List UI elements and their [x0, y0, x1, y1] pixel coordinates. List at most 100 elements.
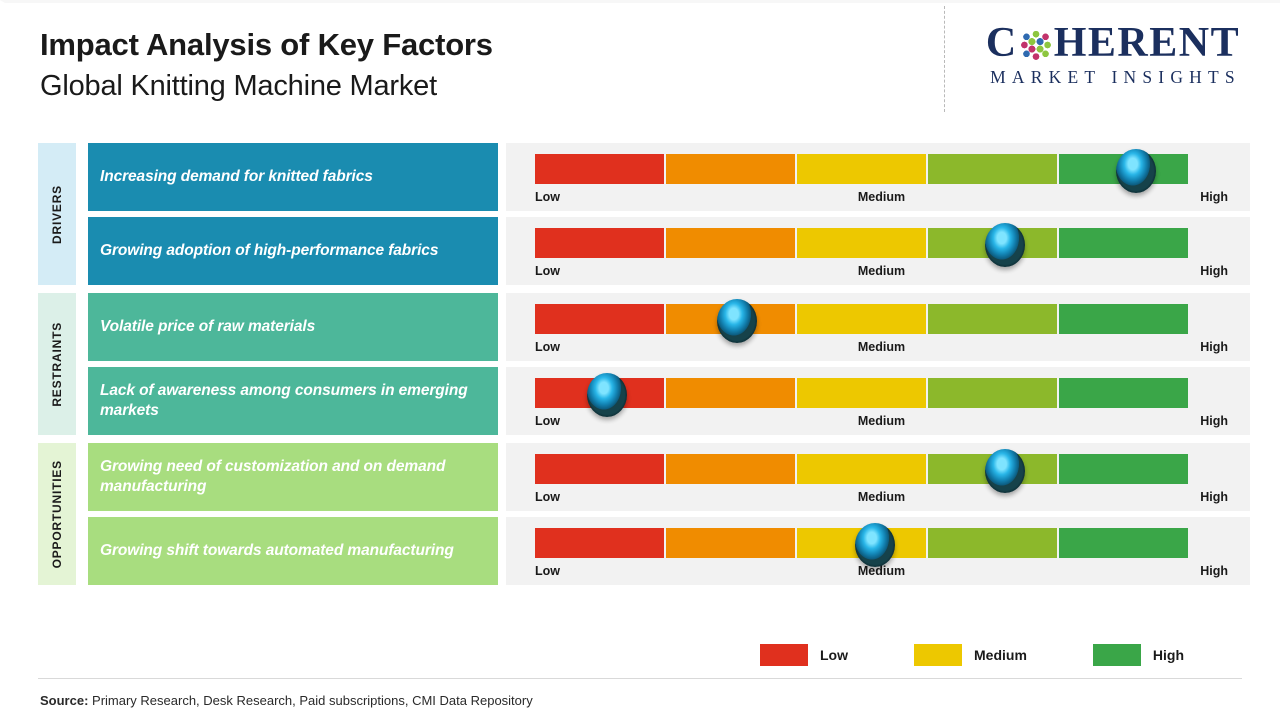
factor-box: Lack of awareness among consumers in eme…: [88, 367, 498, 435]
gauge-segment-low: [535, 528, 664, 558]
source-text: Primary Research, Desk Research, Paid su…: [88, 693, 533, 708]
scale-label-medium: Medium: [857, 564, 906, 578]
category-label-drivers: DRIVERS: [38, 143, 76, 285]
gauge-scale: Low Medium High: [535, 414, 1228, 428]
impact-matrix: DRIVERS Increasing demand for knitted fa…: [38, 143, 1250, 585]
gauge-segment-low-medium: [666, 228, 795, 258]
gauge-segment-medium: [797, 228, 926, 258]
category-label-text: OPPORTUNITIES: [50, 459, 64, 569]
factor-row: Increasing demand for knitted fabrics Lo…: [88, 143, 1250, 211]
gauge-bar: [535, 223, 1188, 267]
scale-label-low: Low: [535, 490, 560, 504]
legend-item-medium: Medium: [914, 644, 1027, 666]
factor-row: Growing shift towards automated manufact…: [88, 517, 1250, 585]
impact-marker[interactable]: [1115, 149, 1156, 193]
gauge-segment-low: [535, 154, 664, 184]
scale-label-high: High: [1200, 190, 1228, 204]
source-note: Source: Primary Research, Desk Research,…: [40, 693, 533, 708]
scale-label-medium: Medium: [857, 264, 906, 278]
gauge-scale: Low Medium High: [535, 340, 1228, 354]
scale-label-medium: Medium: [857, 340, 906, 354]
gauge-scale: Low Medium High: [535, 264, 1228, 278]
gauge-bar: [535, 523, 1188, 567]
gauge-segment-low-medium: [666, 454, 795, 484]
legend-swatch-high: [1092, 644, 1141, 666]
gauge-bar: [535, 373, 1188, 417]
factor-box: Increasing demand for knitted fabrics: [88, 143, 498, 211]
impact-marker[interactable]: [717, 299, 758, 343]
legend-item-high: High: [1092, 644, 1184, 666]
gauge-bar: [535, 449, 1188, 493]
factor-box: Growing adoption of high-performance fab…: [88, 217, 498, 285]
gauge-segment-high: [1059, 378, 1188, 408]
header: Impact Analysis of Key Factors Global Kn…: [40, 27, 493, 104]
impact-gauge: Low Medium High: [506, 367, 1250, 435]
factor-row: Lack of awareness among consumers in eme…: [88, 367, 1250, 435]
factor-box: Volatile price of raw materials: [88, 293, 498, 361]
gauge-segment-medium-high: [928, 154, 1057, 184]
impact-marker[interactable]: [985, 449, 1026, 493]
impact-gauge: Low Medium High: [506, 443, 1250, 511]
gauge-bar: [535, 149, 1188, 193]
gauge-segment-medium: [797, 154, 926, 184]
logo-letter-c: C: [985, 20, 1018, 66]
factor-row: Growing adoption of high-performance fab…: [88, 217, 1250, 285]
legend-label-medium: Medium: [974, 647, 1027, 663]
factor-box: Growing need of customization and on dem…: [88, 443, 498, 511]
scale-label-medium: Medium: [857, 190, 906, 204]
category-label-restraints: RESTRAINTS: [38, 293, 76, 435]
gauge-segment-low-medium: [666, 528, 795, 558]
category-group-opportunities: OPPORTUNITIES Growing need of customizat…: [38, 443, 1250, 585]
gauge-bar: [535, 299, 1188, 343]
legend-swatch-low: [760, 644, 808, 666]
gauge-scale: Low Medium High: [535, 190, 1228, 204]
logo-letters-herent: HERENT: [1053, 20, 1241, 66]
impact-gauge: Low Medium High: [506, 217, 1250, 285]
gauge-segment-high: [1059, 228, 1188, 258]
gauge-segment-high: [1059, 454, 1188, 484]
logo-divider: [944, 6, 945, 112]
gauge-segment-high: [1059, 528, 1188, 558]
factor-row: Growing need of customization and on dem…: [88, 443, 1250, 511]
gauge-segment-low-medium: [666, 154, 795, 184]
scale-label-high: High: [1200, 264, 1228, 278]
gauge-segment-high: [1059, 304, 1188, 334]
gauge-segment-medium-high: [928, 304, 1057, 334]
category-group-restraints: RESTRAINTS Volatile price of raw materia…: [38, 293, 1250, 435]
category-group-drivers: DRIVERS Increasing demand for knitted fa…: [38, 143, 1250, 285]
gauge-scale: Low Medium High: [535, 490, 1228, 504]
gauge-segment-low: [535, 454, 664, 484]
gauge-segment-medium-high: [928, 378, 1057, 408]
gauge-segment-medium: [797, 304, 926, 334]
impact-gauge: Low Medium High: [506, 143, 1250, 211]
scale-label-low: Low: [535, 414, 560, 428]
scale-label-high: High: [1200, 414, 1228, 428]
legend-label-high: High: [1152, 647, 1184, 663]
gauge-segment-medium: [797, 454, 926, 484]
factor-row: Volatile price of raw materials Low Medi…: [88, 293, 1250, 361]
impact-marker[interactable]: [854, 523, 895, 567]
legend: Low Medium High: [760, 644, 1184, 666]
category-label-text: DRIVERS: [50, 184, 64, 244]
legend-item-low: Low: [760, 644, 848, 666]
category-label-text: RESTRAINTS: [50, 321, 64, 407]
scale-label-high: High: [1200, 490, 1228, 504]
page-subtitle: Global Knitting Machine Market: [40, 69, 437, 102]
category-label-opportunities: OPPORTUNITIES: [38, 443, 76, 585]
gauge-segment-medium: [797, 378, 926, 408]
impact-marker[interactable]: [586, 373, 627, 417]
scale-label-low: Low: [535, 564, 560, 578]
scale-label-medium: Medium: [857, 414, 906, 428]
legend-swatch-medium: [914, 644, 962, 666]
page-title: Impact Analysis of Key Factors: [40, 27, 493, 62]
gauge-segment-medium-high: [928, 528, 1057, 558]
brand-logo: C HERENT MARKET INSIGHTS: [963, 22, 1263, 88]
impact-gauge: Low Medium High: [506, 517, 1250, 585]
gauge-scale: Low Medium High: [535, 564, 1228, 578]
factor-box: Growing shift towards automated manufact…: [88, 517, 498, 585]
legend-label-low: Low: [820, 647, 848, 663]
logo-tagline: MARKET INSIGHTS: [990, 67, 1241, 87]
dotted-globe-icon: [1018, 28, 1053, 62]
scale-label-high: High: [1200, 340, 1228, 354]
impact-marker[interactable]: [985, 223, 1026, 267]
